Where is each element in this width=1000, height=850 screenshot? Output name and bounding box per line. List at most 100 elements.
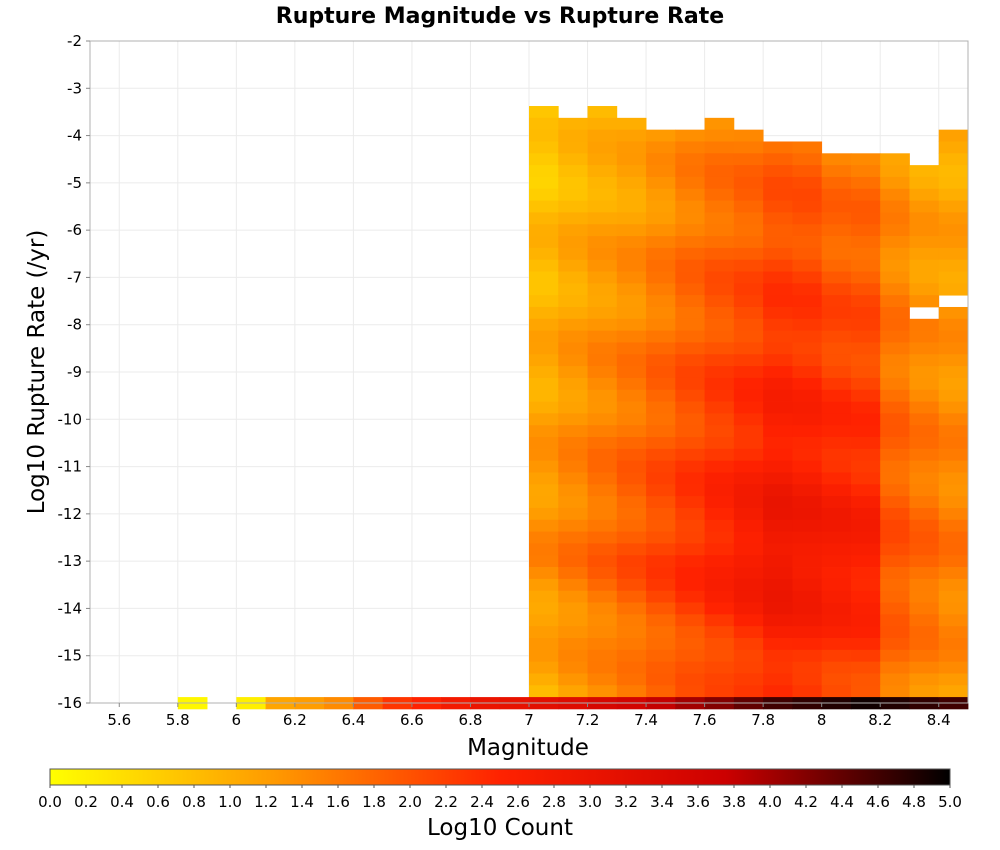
heatmap-cell [646,614,676,627]
heatmap-cell [821,295,852,308]
heatmap-cell [763,531,793,544]
heatmap-cell [558,117,588,131]
colorbar-gradient [49,768,951,786]
heatmap-cell [850,212,881,225]
heatmap-cell [646,176,676,190]
heatmap-cell [675,507,705,521]
heatmap-cell [880,543,910,556]
heatmap-cell [763,673,793,686]
heatmap-cell [616,626,647,639]
heatmap-cell [909,425,940,438]
heatmap-cell [880,247,910,261]
heatmap-cell [938,401,969,414]
heatmap-cell [792,602,823,615]
heatmap-cell [880,366,910,379]
colorbar-tick-label: 2.0 [398,793,422,811]
heatmap-cell [821,460,852,473]
heatmap-cell [529,472,559,485]
heatmap-cell [763,507,793,521]
heatmap-cell [880,401,910,414]
y-tick-label: -11 [58,458,83,476]
heatmap-cell [880,306,910,320]
heatmap-cell [616,578,647,592]
heatmap-cell [733,283,764,296]
heatmap-cell [558,626,588,639]
heatmap-cell [850,389,881,402]
heatmap-cell [880,590,910,603]
heatmap-cell [821,484,852,497]
heatmap-cell [587,106,618,119]
heatmap-cell [704,519,735,532]
heatmap-cell [529,212,559,225]
heatmap-cell [880,295,910,308]
heatmap-cell [529,448,559,462]
heatmap-cell [529,176,559,190]
heatmap-cell [938,212,969,225]
heatmap-cell [704,507,735,521]
colorbar-tick-label: 3.8 [722,793,746,811]
heatmap-cell [792,661,823,674]
heatmap-cell [821,472,852,485]
heatmap-cell [763,437,793,450]
heatmap-cell [850,271,881,284]
heatmap-cell [763,448,793,462]
heatmap-cell [616,224,647,237]
heatmap-cell [792,318,823,332]
heatmap-cell [646,578,676,592]
colorbar-tick-label: 4.0 [758,793,782,811]
heatmap-cell [704,129,735,142]
heatmap-cell [763,602,793,615]
heatmap-cell [880,649,910,663]
heatmap-cell [558,460,588,473]
heatmap-cell [821,543,852,556]
heatmap-cell [792,366,823,379]
heatmap-cell [763,271,793,284]
heatmap-cell [792,437,823,450]
heatmap-cell [733,614,764,627]
heatmap-cell [587,141,618,154]
heatmap-cell [616,354,647,367]
heatmap-cell [529,224,559,237]
heatmap-cell [792,295,823,308]
heatmap-cell [616,507,647,521]
heatmap-cell [587,330,618,343]
heatmap-cell [850,519,881,532]
heatmap-cell [675,259,705,272]
heatmap-cell [850,165,881,178]
heatmap-cell [529,318,559,332]
heatmap-cell [880,484,910,497]
heatmap-cell [675,661,705,674]
heatmap-cell [938,578,969,592]
heatmap-cell [675,377,705,391]
heatmap-cell [675,578,705,592]
heatmap-cell [880,188,910,201]
heatmap-cell [616,484,647,497]
heatmap-cell [850,188,881,201]
heatmap-cell [675,448,705,462]
heatmap-cell [792,649,823,663]
colorbar-tick-label: 0.6 [146,793,170,811]
heatmap-cell [821,519,852,532]
y-tick-label: -5 [67,174,82,192]
heatmap-cell [616,614,647,627]
heatmap-cell [704,673,735,686]
heatmap-cell [616,153,647,166]
heatmap-cell [646,531,676,544]
heatmap-cell [763,283,793,296]
y-tick-label: -9 [67,363,82,381]
heatmap-cell [646,141,676,154]
heatmap-cell [850,460,881,473]
heatmap-cell [909,460,940,473]
heatmap-cell [792,543,823,556]
heatmap-cell [616,413,647,426]
heatmap-cell [938,188,969,201]
y-tick-label: -14 [58,599,83,617]
heatmap-cell [938,259,969,272]
heatmap-cell [704,212,735,225]
heatmap-cell [909,673,940,686]
heatmap-cell [529,637,559,651]
heatmap-cell [909,543,940,556]
heatmap-cell [821,330,852,343]
heatmap-cell [880,271,910,284]
y-axis-label: Log10 Rupture Rate (/yr) [24,230,50,515]
